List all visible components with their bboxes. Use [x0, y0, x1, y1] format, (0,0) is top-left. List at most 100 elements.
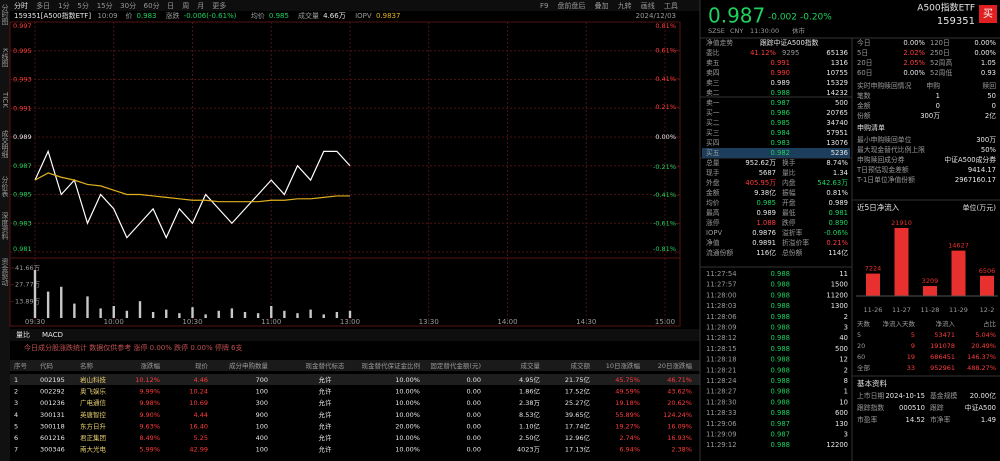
tab[interactable]: 周 — [182, 2, 189, 10]
table-cell: 43.62% — [667, 388, 692, 396]
side-tab[interactable]: 分价表 — [1, 175, 9, 198]
book-cell: 0.988 — [771, 89, 790, 97]
book-cell: 现手 — [706, 168, 720, 177]
y-tick-label: 0.983 — [13, 219, 32, 227]
basic-cell: 14.52 — [906, 416, 925, 424]
tick-time: 11:28:27 — [706, 388, 737, 396]
info-code: 159351[A500指数ETF] — [14, 11, 91, 20]
tab[interactable]: 更多 — [212, 1, 226, 10]
tick-price: 0.988 — [771, 291, 790, 299]
y2-tick-label: 0.21% — [655, 103, 676, 111]
volume-tick-label: 13.89万 — [15, 297, 41, 305]
tab[interactable]: 月 — [197, 2, 204, 10]
tab[interactable]: 60分 — [144, 1, 160, 10]
volume-bar — [256, 313, 260, 318]
buy-button[interactable]: 买 — [983, 8, 993, 20]
info-value: 0.983 — [136, 12, 156, 20]
tick-volume: 2 — [844, 366, 848, 374]
y-tick-label: 0.993 — [13, 76, 32, 84]
indicator-tab[interactable]: MACD — [42, 331, 63, 339]
book-cell: 总份额 — [782, 248, 803, 257]
table-cell: 9.63% — [139, 422, 160, 430]
tick-time: 11:28:30 — [706, 398, 737, 406]
tick-volume: 10 — [839, 398, 848, 406]
volume-bar — [335, 311, 339, 318]
buy-button-bg[interactable] — [979, 5, 997, 23]
side-tab[interactable]: 成交明细 — [1, 129, 9, 159]
tab[interactable]: 分时 — [14, 1, 28, 10]
book-cell: 114亿 — [828, 248, 848, 257]
table-cell[interactable]: 岩山科技 — [80, 375, 107, 384]
tool[interactable]: 叠加 — [595, 1, 609, 10]
side-tab[interactable]: 资金驱动 — [1, 257, 9, 287]
flow-cell: 9 — [911, 342, 915, 350]
table-cell: 16.09% — [667, 422, 692, 430]
tab[interactable]: 30分 — [120, 1, 136, 10]
book-cell: 500 — [835, 99, 848, 107]
book-cell: 952.62万 — [745, 159, 776, 167]
table-cell: 10.00% — [395, 434, 420, 442]
stat-cell: 60日 — [857, 69, 872, 77]
table-cell[interactable]: 东方日升 — [80, 421, 107, 430]
stat-cell: 120日 — [930, 39, 950, 47]
table-cell[interactable]: 广电通信 — [80, 398, 107, 407]
basic-cell: 跟踪 — [930, 403, 944, 412]
side-tab[interactable]: K线图 — [1, 48, 9, 68]
tab[interactable]: 日 — [167, 2, 174, 10]
tick-price: 0.988 — [771, 281, 790, 289]
volume-bar — [204, 314, 207, 318]
tool[interactable]: 画线 — [641, 1, 655, 10]
side-tab[interactable]: TICK — [1, 91, 9, 108]
tick-volume: 12 — [839, 356, 848, 364]
tick-time: 11:28:21 — [706, 366, 737, 374]
redeem-cell: 份额 — [857, 111, 871, 120]
tab[interactable]: 5分 — [77, 1, 88, 10]
table-cell: 0.00 — [467, 422, 481, 430]
indicator-tab[interactable]: 量比 — [16, 330, 30, 339]
book-cell: 买五 — [706, 149, 720, 157]
table-cell: 20.00% — [395, 422, 420, 430]
inflow-bar — [923, 286, 937, 296]
selected-row — [702, 148, 850, 158]
book-cell: 9.38亿 — [754, 188, 776, 197]
table-cell: 5.99% — [139, 446, 160, 454]
table-cell: 16.40 — [189, 422, 208, 430]
tab[interactable]: 1分 — [58, 1, 69, 10]
tool[interactable]: 工具 — [664, 2, 678, 10]
basic-cell: 中证A500 — [965, 403, 996, 412]
tab[interactable]: 15分 — [97, 1, 113, 10]
table-cell[interactable]: 奥飞娱乐 — [80, 387, 107, 396]
table-cell: 55.89% — [615, 411, 640, 419]
tool[interactable]: 盘前盘后 — [557, 1, 585, 10]
volume-bar — [217, 310, 220, 318]
side-tab[interactable]: 分时图 — [1, 3, 9, 26]
book-cell: -0.06% — [824, 229, 849, 237]
book-cell: 15329 — [826, 79, 848, 87]
tab[interactable]: 多日 — [36, 1, 50, 10]
book-cell: 0.982 — [771, 149, 790, 157]
y-tick-label: 0.991 — [13, 104, 32, 112]
table-cell[interactable]: 君正集团 — [80, 433, 106, 442]
volume-bar — [165, 309, 168, 318]
tick-volume: 600 — [835, 409, 848, 417]
side-tab[interactable]: 深度资料 — [1, 211, 9, 241]
book-cell: 9295 — [782, 49, 799, 57]
tool[interactable]: 九转 — [618, 1, 632, 10]
volume-bar — [283, 310, 286, 318]
table-cell: 4023万 — [517, 446, 541, 454]
tool[interactable]: F9 — [540, 2, 548, 10]
book-cell: 41.12% — [750, 49, 776, 57]
table-cell[interactable]: 英唐智控 — [80, 410, 107, 419]
tick-price: 0.988 — [771, 377, 790, 385]
table-cell[interactable]: 南大光电 — [80, 445, 107, 454]
table-cell: 4.95亿 — [519, 375, 540, 384]
volume-bar — [125, 310, 129, 318]
table-cell: 124.24% — [663, 411, 692, 419]
list-label: 申购赎回成分券 — [857, 155, 905, 164]
table-cell: 5.25 — [194, 434, 208, 442]
book-cell: 0.983 — [771, 139, 790, 147]
table-cell: 2.38万 — [519, 399, 540, 407]
book-cell: 卖四 — [706, 69, 720, 77]
book-cell: 0.9891 — [752, 239, 776, 247]
table-cell: 允许 — [319, 421, 333, 430]
